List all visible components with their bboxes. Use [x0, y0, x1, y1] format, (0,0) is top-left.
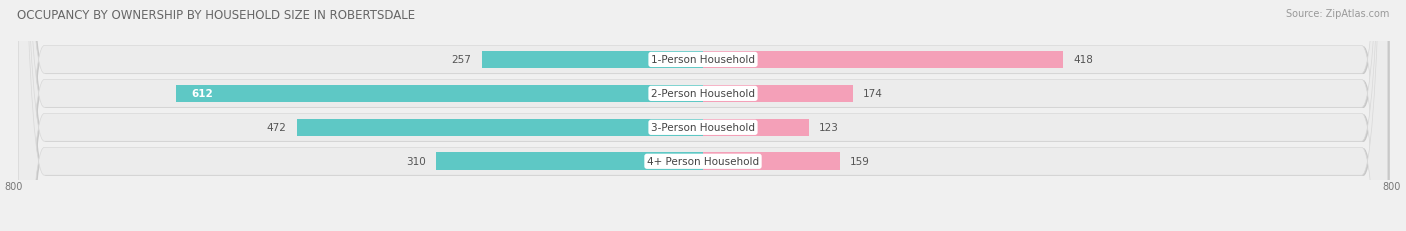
Bar — [703, 85, 853, 103]
Bar — [436, 153, 703, 170]
Text: 2-Person Household: 2-Person Household — [651, 89, 755, 99]
Text: 257: 257 — [451, 55, 471, 65]
Text: 1-Person Household: 1-Person Household — [651, 55, 755, 65]
Text: OCCUPANCY BY OWNERSHIP BY HOUSEHOLD SIZE IN ROBERTSDALE: OCCUPANCY BY OWNERSHIP BY HOUSEHOLD SIZE… — [17, 9, 415, 22]
Text: 472: 472 — [266, 123, 287, 133]
FancyBboxPatch shape — [18, 0, 1388, 231]
Text: 159: 159 — [851, 157, 870, 167]
Text: Source: ZipAtlas.com: Source: ZipAtlas.com — [1285, 9, 1389, 19]
FancyBboxPatch shape — [20, 0, 1389, 231]
FancyBboxPatch shape — [18, 0, 1388, 231]
Bar — [703, 153, 839, 170]
Text: 418: 418 — [1073, 55, 1094, 65]
FancyBboxPatch shape — [18, 0, 1388, 231]
FancyBboxPatch shape — [18, 0, 1388, 231]
Text: 4+ Person Household: 4+ Person Household — [647, 157, 759, 167]
Bar — [703, 51, 1063, 69]
Text: 612: 612 — [191, 89, 214, 99]
Bar — [703, 119, 808, 137]
FancyBboxPatch shape — [20, 0, 1389, 231]
Bar — [482, 51, 703, 69]
Text: 123: 123 — [820, 123, 839, 133]
Bar — [297, 119, 703, 137]
Text: 3-Person Household: 3-Person Household — [651, 123, 755, 133]
Text: 310: 310 — [406, 157, 426, 167]
Text: 174: 174 — [863, 89, 883, 99]
FancyBboxPatch shape — [20, 0, 1389, 231]
FancyBboxPatch shape — [20, 0, 1389, 231]
Bar — [176, 85, 703, 103]
